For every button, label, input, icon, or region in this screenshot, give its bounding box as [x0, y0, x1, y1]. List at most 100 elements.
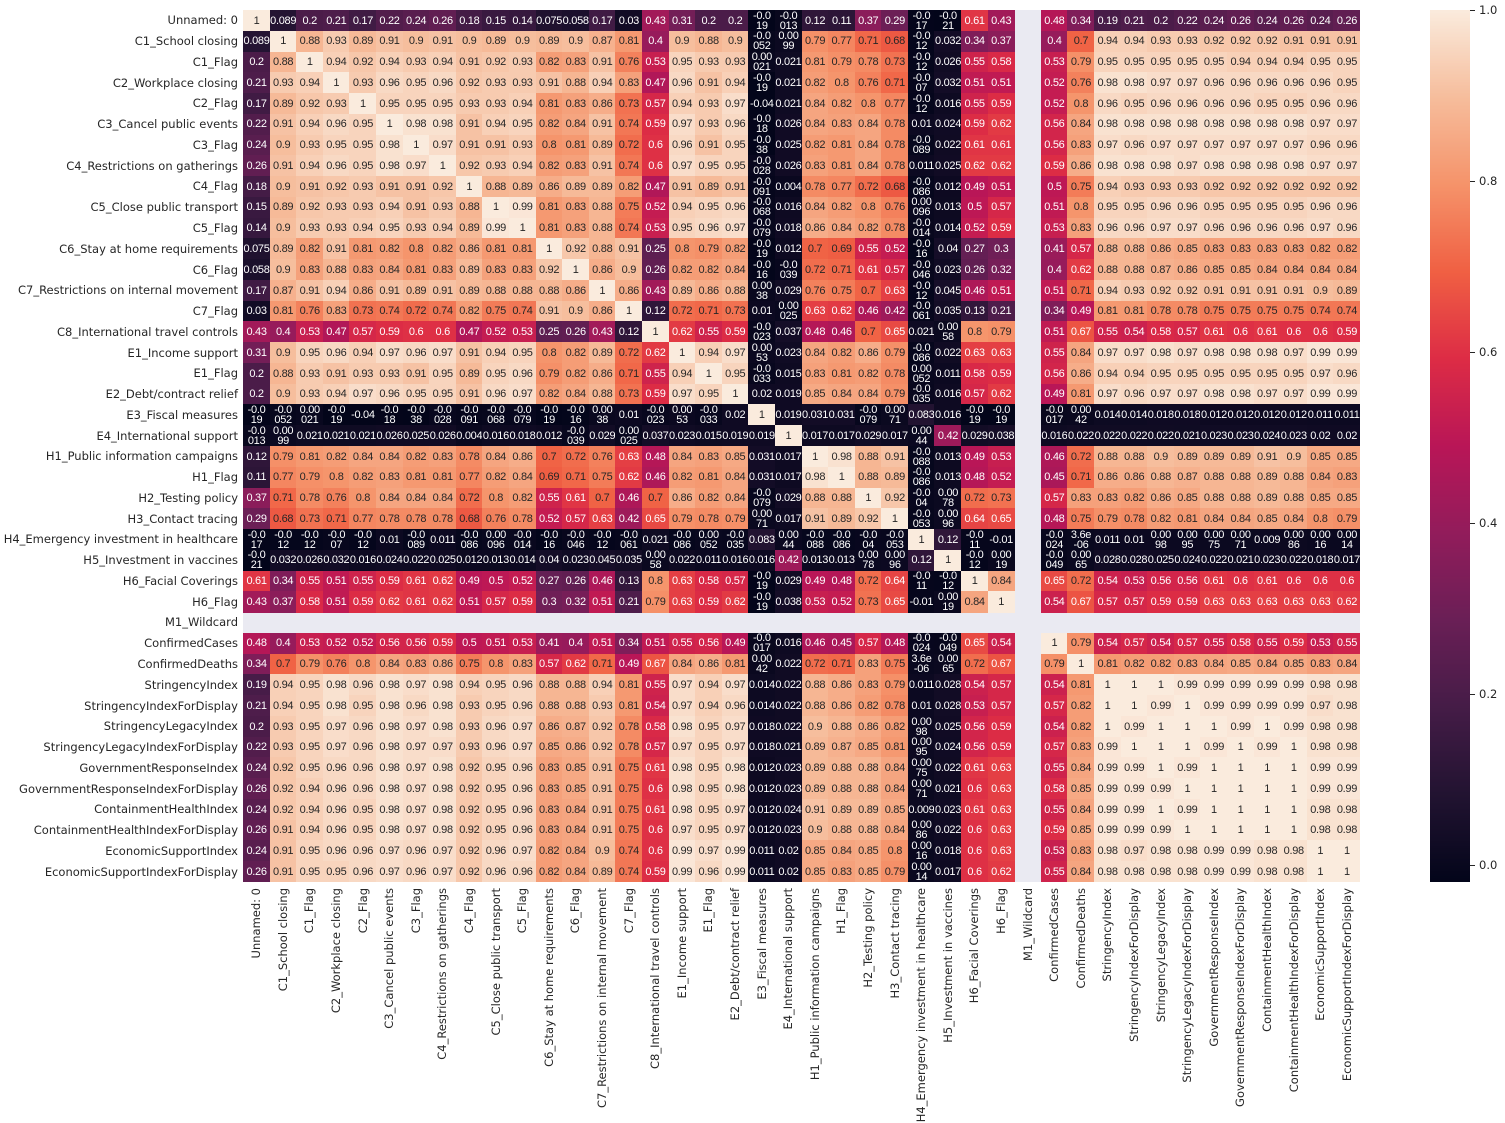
cell-annotation: 0.84 [725, 263, 746, 276]
cell-annotation: 0.86 [432, 658, 454, 671]
cell-annotation: 0.4 [1047, 263, 1062, 276]
heatmap-cell: 0.95 [1120, 51, 1148, 73]
cell-annotation: 0.84 [485, 450, 507, 463]
heatmap-cell: 0.96 [375, 383, 404, 405]
cell-annotation: 0.57 [538, 658, 560, 671]
heatmap-cell: 0.54 [1040, 674, 1068, 696]
cell-annotation: 0.022 [935, 824, 962, 837]
cell-annotation: 0.021 [296, 429, 323, 442]
heatmap-cell: 0.023 [1280, 425, 1308, 447]
cell-annotation: 0.012 [456, 554, 483, 567]
heatmap-cell: 0.6 [429, 321, 457, 343]
heatmap-cell: 0.84 [375, 653, 404, 675]
heatmap-cell: -0.0 023 [641, 404, 670, 426]
heatmap-cell: 0.85 [801, 840, 829, 862]
heatmap-cell: 0.48 [243, 632, 271, 655]
cell-annotation: 0.96 [671, 139, 693, 152]
cell-annotation: 98 [915, 725, 928, 738]
cell-annotation: 99 [277, 434, 289, 447]
heatmap-cell: 0.52 [535, 508, 563, 530]
cell-annotation: 0.84 [379, 492, 400, 505]
heatmap-cell: 0.31 [668, 10, 696, 32]
heatmap-cell: 0.78 [375, 508, 404, 530]
cell-annotation: 0.86 [831, 679, 853, 691]
cell-annotation: 0.88 [1203, 492, 1225, 505]
heatmap-cell: -0.0 19 [243, 404, 271, 426]
heatmap-cell: 0.017 [774, 446, 802, 468]
cell-annotation: 0.95 [725, 139, 746, 152]
cell-annotation: 0.98 [1203, 118, 1225, 131]
heatmap-cell: 0.93 [349, 72, 377, 94]
cell-annotation: 0.04 [937, 243, 959, 255]
cell-annotation: 0.89 [884, 471, 906, 484]
cell-annotation: 017 [1045, 414, 1064, 427]
cell-annotation: 0.27 [964, 243, 986, 255]
heatmap-cell: 0.58 [1040, 778, 1068, 800]
heatmap-cell: -0.0 061 [907, 300, 935, 322]
cell-annotation: 0.023 [1227, 429, 1254, 442]
cell-annotation: 1 [280, 35, 287, 48]
cell-annotation: 0.97 [1097, 388, 1118, 401]
cell-annotation: 0.96 [1230, 76, 1251, 89]
heatmap-cell: 1 [322, 72, 350, 94]
cell-annotation: -0.0 [752, 632, 771, 645]
heatmap-cell: 0.015 [774, 362, 802, 385]
cell-annotation: 0.59 [1150, 595, 1172, 608]
heatmap-cell: -0.0 088 [801, 529, 829, 551]
cell-annotation: 0.84 [565, 865, 587, 878]
heatmap-cell: 0.14 [243, 217, 271, 239]
heatmap-cell: 0.96 [322, 778, 350, 800]
heatmap-cell: -0.0 086 [907, 342, 935, 364]
heatmap-cell: 0.00 71 [907, 778, 935, 800]
cell-annotation: 0.83 [1070, 222, 1092, 235]
cell-annotation: 0.51 [645, 637, 666, 650]
cell-annotation: 0.01 [379, 533, 400, 546]
cell-annotation: 0.89 [1230, 450, 1251, 463]
cell-annotation: 0.95 [1283, 97, 1305, 110]
cell-annotation: 0.84 [884, 782, 906, 795]
heatmap-cell: 1 [1200, 819, 1228, 841]
cell-annotation: 0.94 [698, 679, 720, 691]
heatmap-cell: 0.59 [961, 113, 989, 136]
y-tick-label: GovernmentResponseIndex [79, 760, 238, 775]
heatmap-cell: 0.94 [375, 196, 404, 219]
cell-annotation: 0.56 [1177, 575, 1198, 588]
cell-annotation: 0.89 [352, 35, 374, 48]
heatmap-cell: 0.98 [1306, 736, 1334, 758]
heatmap-cell: 0.79 [721, 508, 749, 530]
heatmap-cell: 0.83 [562, 93, 590, 115]
cell-annotation: 0.75 [459, 658, 480, 671]
heatmap-cell: 0.82 [828, 342, 856, 364]
heatmap-cell: 0.84 [562, 861, 590, 883]
heatmap-cell: 0.83 [1067, 217, 1095, 239]
heatmap-cell: 0.023 [774, 778, 802, 800]
y-tick-label: H3_Contact tracing [127, 511, 238, 526]
cell-annotation: 013 [247, 434, 266, 447]
cell-annotation: 0.012 [748, 824, 775, 837]
cell-annotation: 0.95 [432, 388, 454, 401]
heatmap-cell: 0.74 [1333, 300, 1361, 322]
cell-annotation: 0.57 [565, 512, 587, 525]
cell-annotation: 21 [250, 559, 263, 572]
cell-annotation: -0.0 [487, 404, 505, 417]
heatmap-cell: 0.022 [934, 819, 962, 841]
cell-annotation: -0.0 [327, 404, 346, 417]
heatmap-cell: 0.18 [455, 10, 483, 32]
heatmap-cell: 0.98 [801, 466, 829, 488]
cell-annotation: 0.92 [1336, 180, 1358, 193]
heatmap-cell: 0.63 [1253, 591, 1281, 613]
cell-annotation: 0.97 [725, 346, 746, 359]
cell-annotation: 0.2 [1153, 14, 1169, 27]
heatmap-cell: 0.71 [881, 72, 909, 94]
heatmap-cell: 0.96 [1306, 93, 1334, 115]
heatmap-cell: 0.63 [961, 342, 989, 364]
cell-annotation: 0.72 [804, 263, 826, 276]
cell-annotation: 0.01 [911, 118, 932, 131]
cell-annotation: 0.99 [1124, 720, 1145, 733]
heatmap-cell: 0.53 [296, 632, 324, 655]
heatmap-cell: 0.99 [1120, 819, 1148, 841]
heatmap-cell: 0.89 [801, 736, 829, 758]
cell-annotation: 0.91 [379, 284, 400, 297]
cell-annotation: 0.5 [462, 637, 477, 650]
cell-annotation: 0.6 [648, 159, 663, 172]
